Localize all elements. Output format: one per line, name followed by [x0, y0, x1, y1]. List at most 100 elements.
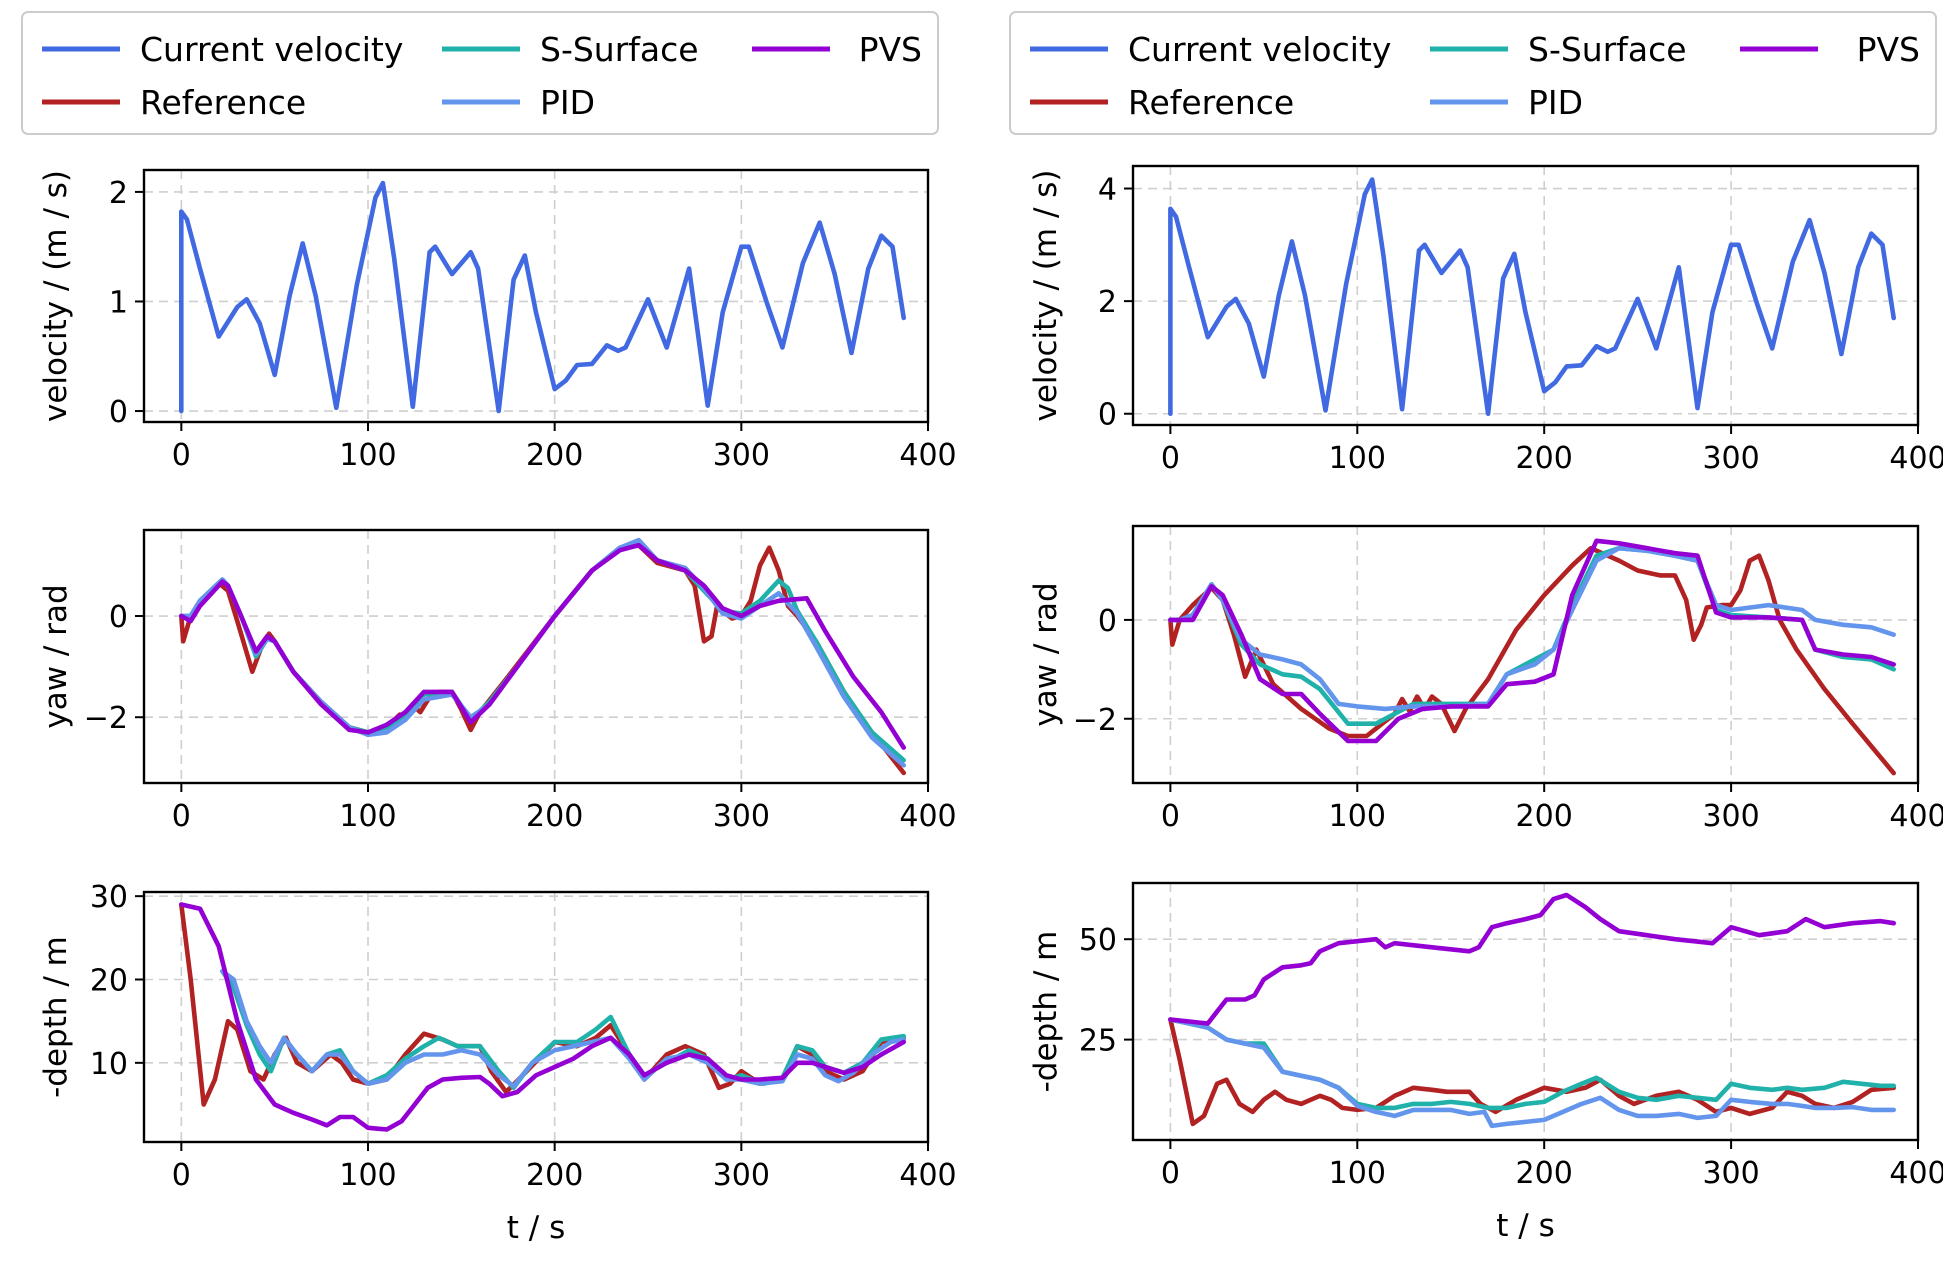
y-tick-label: 30	[90, 880, 128, 915]
legend-label: Current velocity	[1128, 30, 1391, 69]
legend: Current velocity S-Surface PVS Reference PID	[1009, 11, 1937, 135]
y-tick-label: 20	[90, 964, 128, 999]
axes-frame	[142, 890, 930, 1144]
y-tick-label: 0	[109, 395, 128, 430]
panel-yaw: 0 100 200 300 400 −2 0 yaw / rad	[38, 528, 957, 834]
series-line-s-surface	[220, 968, 906, 1091]
x-tick-label: 100	[1329, 441, 1386, 476]
y-axis-label: velocity / (m / s)	[1028, 170, 1064, 422]
series-line-s-surface	[179, 540, 906, 763]
legend-label: PID	[540, 83, 595, 122]
x-tick-label: 400	[899, 1158, 956, 1193]
legend-item-pvs: PVS	[752, 30, 922, 69]
x-tick-label: 300	[713, 1158, 770, 1193]
x-tick-label: 300	[1702, 441, 1759, 476]
y-tick-label: 2	[109, 176, 128, 211]
series-line-pid	[179, 537, 906, 768]
x-tick-label: 0	[172, 1158, 191, 1193]
x-tick-label: 100	[1329, 1156, 1386, 1191]
y-tick-label: −2	[84, 701, 128, 736]
x-tick-label: 100	[1329, 799, 1386, 834]
x-tick-label: 100	[339, 1158, 396, 1193]
legend-item-s-surface: S-Surface	[1430, 30, 1687, 69]
series-group	[179, 180, 906, 414]
x-tick-label: 200	[526, 1158, 583, 1193]
x-tick-label: 400	[1889, 1156, 1943, 1191]
grid	[144, 170, 928, 422]
x-tick-label: 0	[172, 438, 191, 473]
legend-item-pid: PID	[1430, 83, 1583, 122]
panel-velocity: 0 100 200 300 400 0 1 2 velocity / (m / s)	[38, 168, 957, 473]
legend-label: PID	[1528, 83, 1583, 122]
y-tick-label: 4	[1098, 173, 1117, 208]
right-chart-column: Current velocity S-Surface PVS Reference PID…	[1009, 11, 1943, 1244]
left-chart-column: Current velocity S-Surface PVS Reference PID…	[21, 11, 957, 1246]
legend-item-pid: PID	[442, 83, 595, 122]
legend: Current velocity S-Surface PVS Reference PID	[21, 11, 939, 135]
x-tick-label: 400	[1889, 799, 1943, 834]
grid	[1133, 883, 1918, 1140]
legend-label: PVS	[859, 30, 922, 69]
series-line-reference	[179, 542, 906, 776]
series-line-pvs	[179, 902, 906, 1132]
series-line-pvs	[179, 542, 906, 750]
x-tick-label: 0	[1161, 799, 1180, 834]
y-tick-label: 0	[109, 600, 128, 635]
x-tick-label: 200	[1516, 1156, 1573, 1191]
legend-frame	[21, 11, 939, 135]
y-axis-label: yaw / rad	[1028, 582, 1064, 726]
x-tick-label: 200	[526, 799, 583, 834]
series-group	[179, 537, 906, 776]
legend-label: S-Surface	[1528, 30, 1687, 69]
x-tick-label: 300	[713, 799, 770, 834]
x-axis-label: t / s	[507, 1210, 565, 1246]
x-axis-label: t / s	[1496, 1208, 1554, 1244]
legend-label: Reference	[1128, 83, 1294, 122]
x-tick-label: 400	[899, 438, 956, 473]
y-tick-label: 0	[1098, 398, 1117, 433]
y-tick-label: 50	[1079, 923, 1117, 958]
series-line-pvs	[1168, 892, 1896, 1026]
y-tick-label: −2	[1073, 703, 1117, 738]
legend-item-current-velocity: Current velocity	[42, 30, 403, 69]
series-line-pvs	[1168, 538, 1896, 744]
legend-item-reference: Reference	[1030, 83, 1294, 122]
y-axis-label: yaw / rad	[38, 584, 74, 728]
y-axis-label: -depth / m	[1028, 931, 1064, 1093]
series-group	[1168, 177, 1896, 416]
legend-label: Reference	[140, 83, 306, 122]
legend-item-current-velocity: Current velocity	[1030, 30, 1391, 69]
legend-frame	[1009, 11, 1937, 135]
x-tick-label: 300	[1702, 1156, 1759, 1191]
y-tick-label: 25	[1079, 1024, 1117, 1059]
series-group	[1168, 892, 1896, 1129]
series-group	[179, 902, 906, 1132]
axes-frame	[142, 528, 930, 785]
legend-item-pvs: PVS	[1740, 30, 1920, 69]
legend-item-s-surface: S-Surface	[442, 30, 699, 69]
axes-frame	[1131, 164, 1920, 427]
series-line-reference	[1168, 1017, 1896, 1127]
series-line-current-velocity	[179, 180, 906, 414]
legend-item-reference: Reference	[42, 83, 306, 122]
x-tick-label: 200	[1516, 441, 1573, 476]
y-tick-label: 10	[90, 1047, 128, 1082]
series-line-s-surface	[1168, 545, 1896, 726]
y-axis-label: velocity / (m / s)	[38, 170, 74, 422]
x-tick-label: 200	[1516, 799, 1573, 834]
legend-label: Current velocity	[140, 30, 403, 69]
panel-velocity: 0 100 200 300 400 0 2 4 velocity / (m / s)	[1028, 164, 1943, 476]
x-tick-label: 400	[1889, 441, 1943, 476]
axes-frame	[1131, 524, 1920, 785]
x-tick-label: 300	[1702, 799, 1759, 834]
series-line-current-velocity	[1168, 177, 1896, 416]
y-axis-label: -depth / m	[38, 936, 74, 1098]
x-tick-label: 0	[1161, 1156, 1180, 1191]
x-tick-label: 200	[526, 438, 583, 473]
x-tick-label: 100	[339, 799, 396, 834]
y-tick-label: 1	[109, 285, 128, 320]
grid	[144, 892, 928, 1142]
x-tick-label: 0	[1161, 441, 1180, 476]
grid	[144, 530, 928, 783]
